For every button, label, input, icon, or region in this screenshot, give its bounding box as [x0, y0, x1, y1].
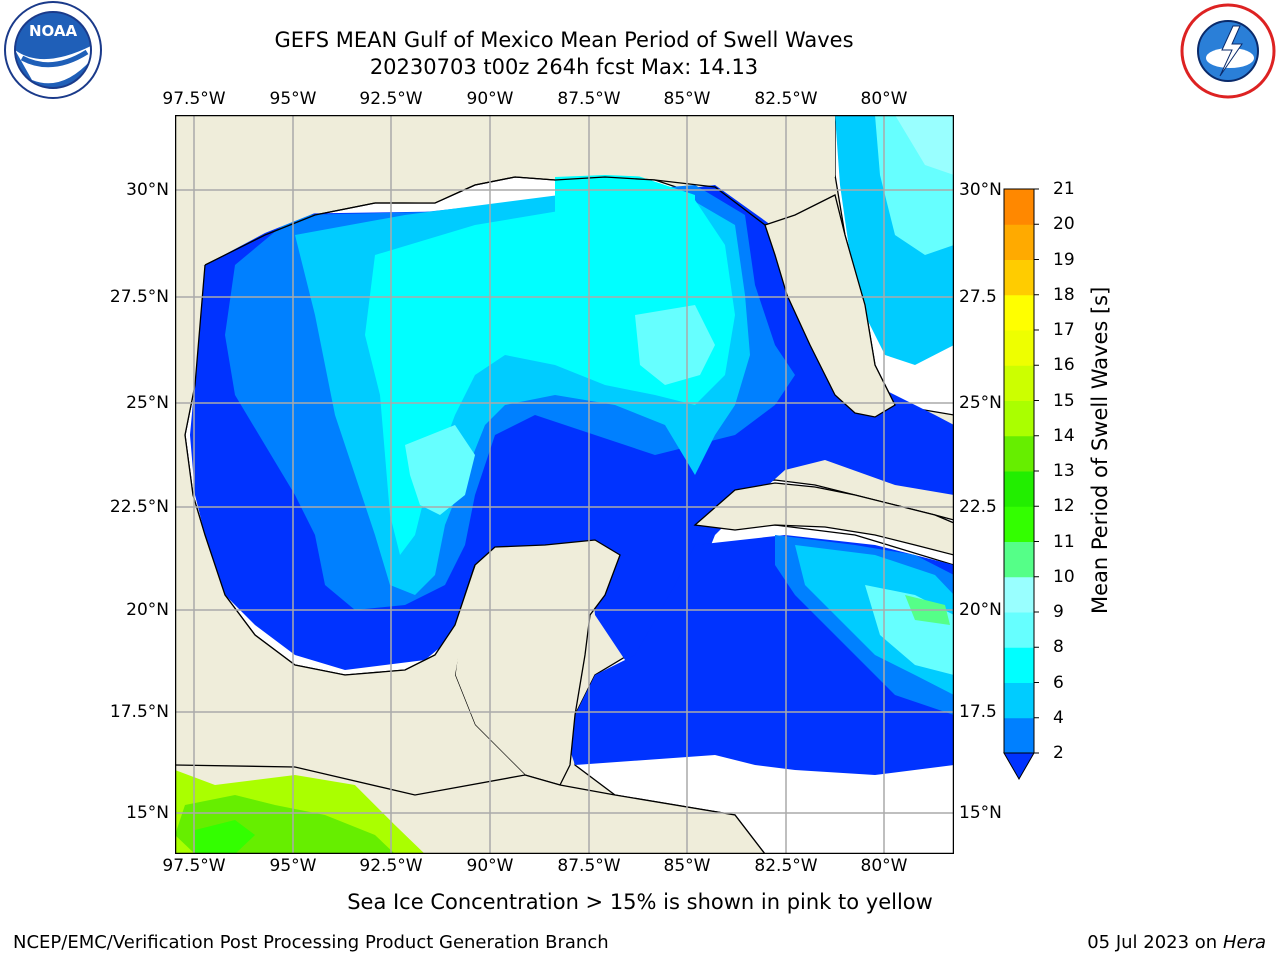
lon-label-bottom: 80°W: [860, 856, 908, 876]
colorbar-tick-label: 18: [1053, 284, 1075, 305]
colorbar-segment: [1004, 400, 1034, 437]
colorbar-segment: [1004, 471, 1034, 507]
colorbar-tick-label: 2: [1053, 743, 1064, 763]
colorbar-segment: [1004, 435, 1034, 472]
lat-label-right: 25°N: [959, 393, 1002, 413]
svg-text:NOAA: NOAA: [29, 22, 78, 40]
lon-label-top: 82.5°W: [754, 89, 818, 109]
lon-label-bottom: 87.5°W: [557, 856, 621, 876]
lon-label-top: 92.5°W: [359, 89, 423, 109]
lon-label-bottom: 82.5°W: [754, 856, 818, 876]
lat-label-right: 30°N: [959, 180, 1002, 200]
footer-date: 05 Jul 2023 on Hera: [1087, 932, 1266, 953]
colorbar-tick-label: 16: [1053, 355, 1075, 376]
colorbar-segment: [1004, 612, 1034, 648]
colorbar-tick-label: 6: [1053, 672, 1064, 693]
colorbar-segment: [1004, 682, 1034, 719]
colorbar-segment: [1004, 330, 1034, 366]
colorbar-segment: [1004, 647, 1034, 683]
colorbar-segment: [1004, 576, 1034, 613]
colorbar-segment: [1004, 259, 1034, 296]
lat-label-right: 22.5: [959, 497, 997, 517]
sea-ice-note: Sea Ice Concentration > 15% is shown in …: [347, 890, 933, 914]
map-panel: [175, 115, 954, 854]
lon-label-top: 80°W: [860, 89, 908, 109]
colorbar-segment: [1004, 541, 1034, 578]
colorbar-tick-label: 21: [1053, 179, 1075, 199]
chart-title: GEFS MEAN Gulf of Mexico Mean Period of …: [274, 28, 854, 52]
colorbar-segment: [1004, 224, 1034, 260]
lon-label-bottom: 90°W: [466, 856, 514, 876]
colorbar-tick-label: 15: [1053, 390, 1075, 411]
colorbar-segment: [1004, 365, 1034, 401]
lat-label-left: 27.5°N: [109, 287, 169, 307]
chart-subtitle: 20230703 t00z 264h fcst Max: 14.13: [369, 55, 759, 79]
lon-label-bottom: 97.5°W: [162, 856, 226, 876]
lat-label-right: 27.5: [959, 287, 997, 307]
lat-label-left: 30°N: [126, 180, 169, 200]
lon-label-top: 90°W: [466, 89, 514, 109]
colorbar-tick-label: 12: [1053, 496, 1075, 517]
colorbar-label: Mean Period of Swell Waves [s]: [1088, 286, 1112, 614]
colorbar-tick-label: 11: [1053, 531, 1075, 552]
colorbar-tick-label: 19: [1053, 249, 1075, 270]
lat-label-left: 17.5°N: [109, 702, 169, 722]
colorbar-extend-arrow: [1003, 752, 1035, 781]
colorbar-segment: [1004, 294, 1034, 331]
nws-logo: [1180, 3, 1276, 99]
footer-credit: NCEP/EMC/Verification Post Processing Pr…: [13, 932, 609, 953]
colorbar-segment: [1004, 717, 1034, 754]
colorbar-tick-label: 14: [1053, 425, 1075, 446]
lon-label-top: 85°W: [663, 89, 711, 109]
colorbar-segment: [1004, 506, 1034, 542]
colorbar-tick-label: 8: [1053, 637, 1064, 658]
lon-label-top: 97.5°W: [162, 89, 226, 109]
lat-label-left: 22.5°N: [109, 497, 169, 517]
lat-label-left: 20°N: [126, 600, 169, 620]
florida: [764, 194, 896, 418]
colorbar-tick-label: 10: [1053, 566, 1075, 587]
lon-label-bottom: 85°W: [663, 856, 711, 876]
lat-label-right: 15°N: [959, 803, 1002, 823]
footer-machine: Hera: [1222, 932, 1266, 953]
colorbar-tick-label: 4: [1053, 707, 1064, 728]
colorbar-tick-label: 20: [1053, 214, 1075, 235]
colorbar-tick-label: 13: [1053, 461, 1075, 481]
colorbar: [1003, 188, 1039, 781]
lon-label-bottom: 92.5°W: [359, 856, 423, 876]
lon-label-top: 87.5°W: [557, 89, 621, 109]
lat-label-right: 20°N: [959, 600, 1002, 620]
lat-label-left: 25°N: [126, 393, 169, 413]
cuba: [693, 482, 954, 556]
lat-label-right: 17.5: [959, 702, 997, 722]
noaa-logo: NOAA: [4, 1, 102, 99]
colorbar-tick-label: 17: [1053, 320, 1075, 340]
colorbar-segment: [1004, 189, 1034, 225]
lon-label-bottom: 95°W: [269, 856, 317, 876]
lat-label-left: 15°N: [126, 803, 169, 823]
lon-label-top: 95°W: [269, 89, 317, 109]
footer-date-text: 05 Jul 2023 on: [1087, 932, 1223, 953]
colorbar-tick-label: 9: [1053, 602, 1064, 622]
